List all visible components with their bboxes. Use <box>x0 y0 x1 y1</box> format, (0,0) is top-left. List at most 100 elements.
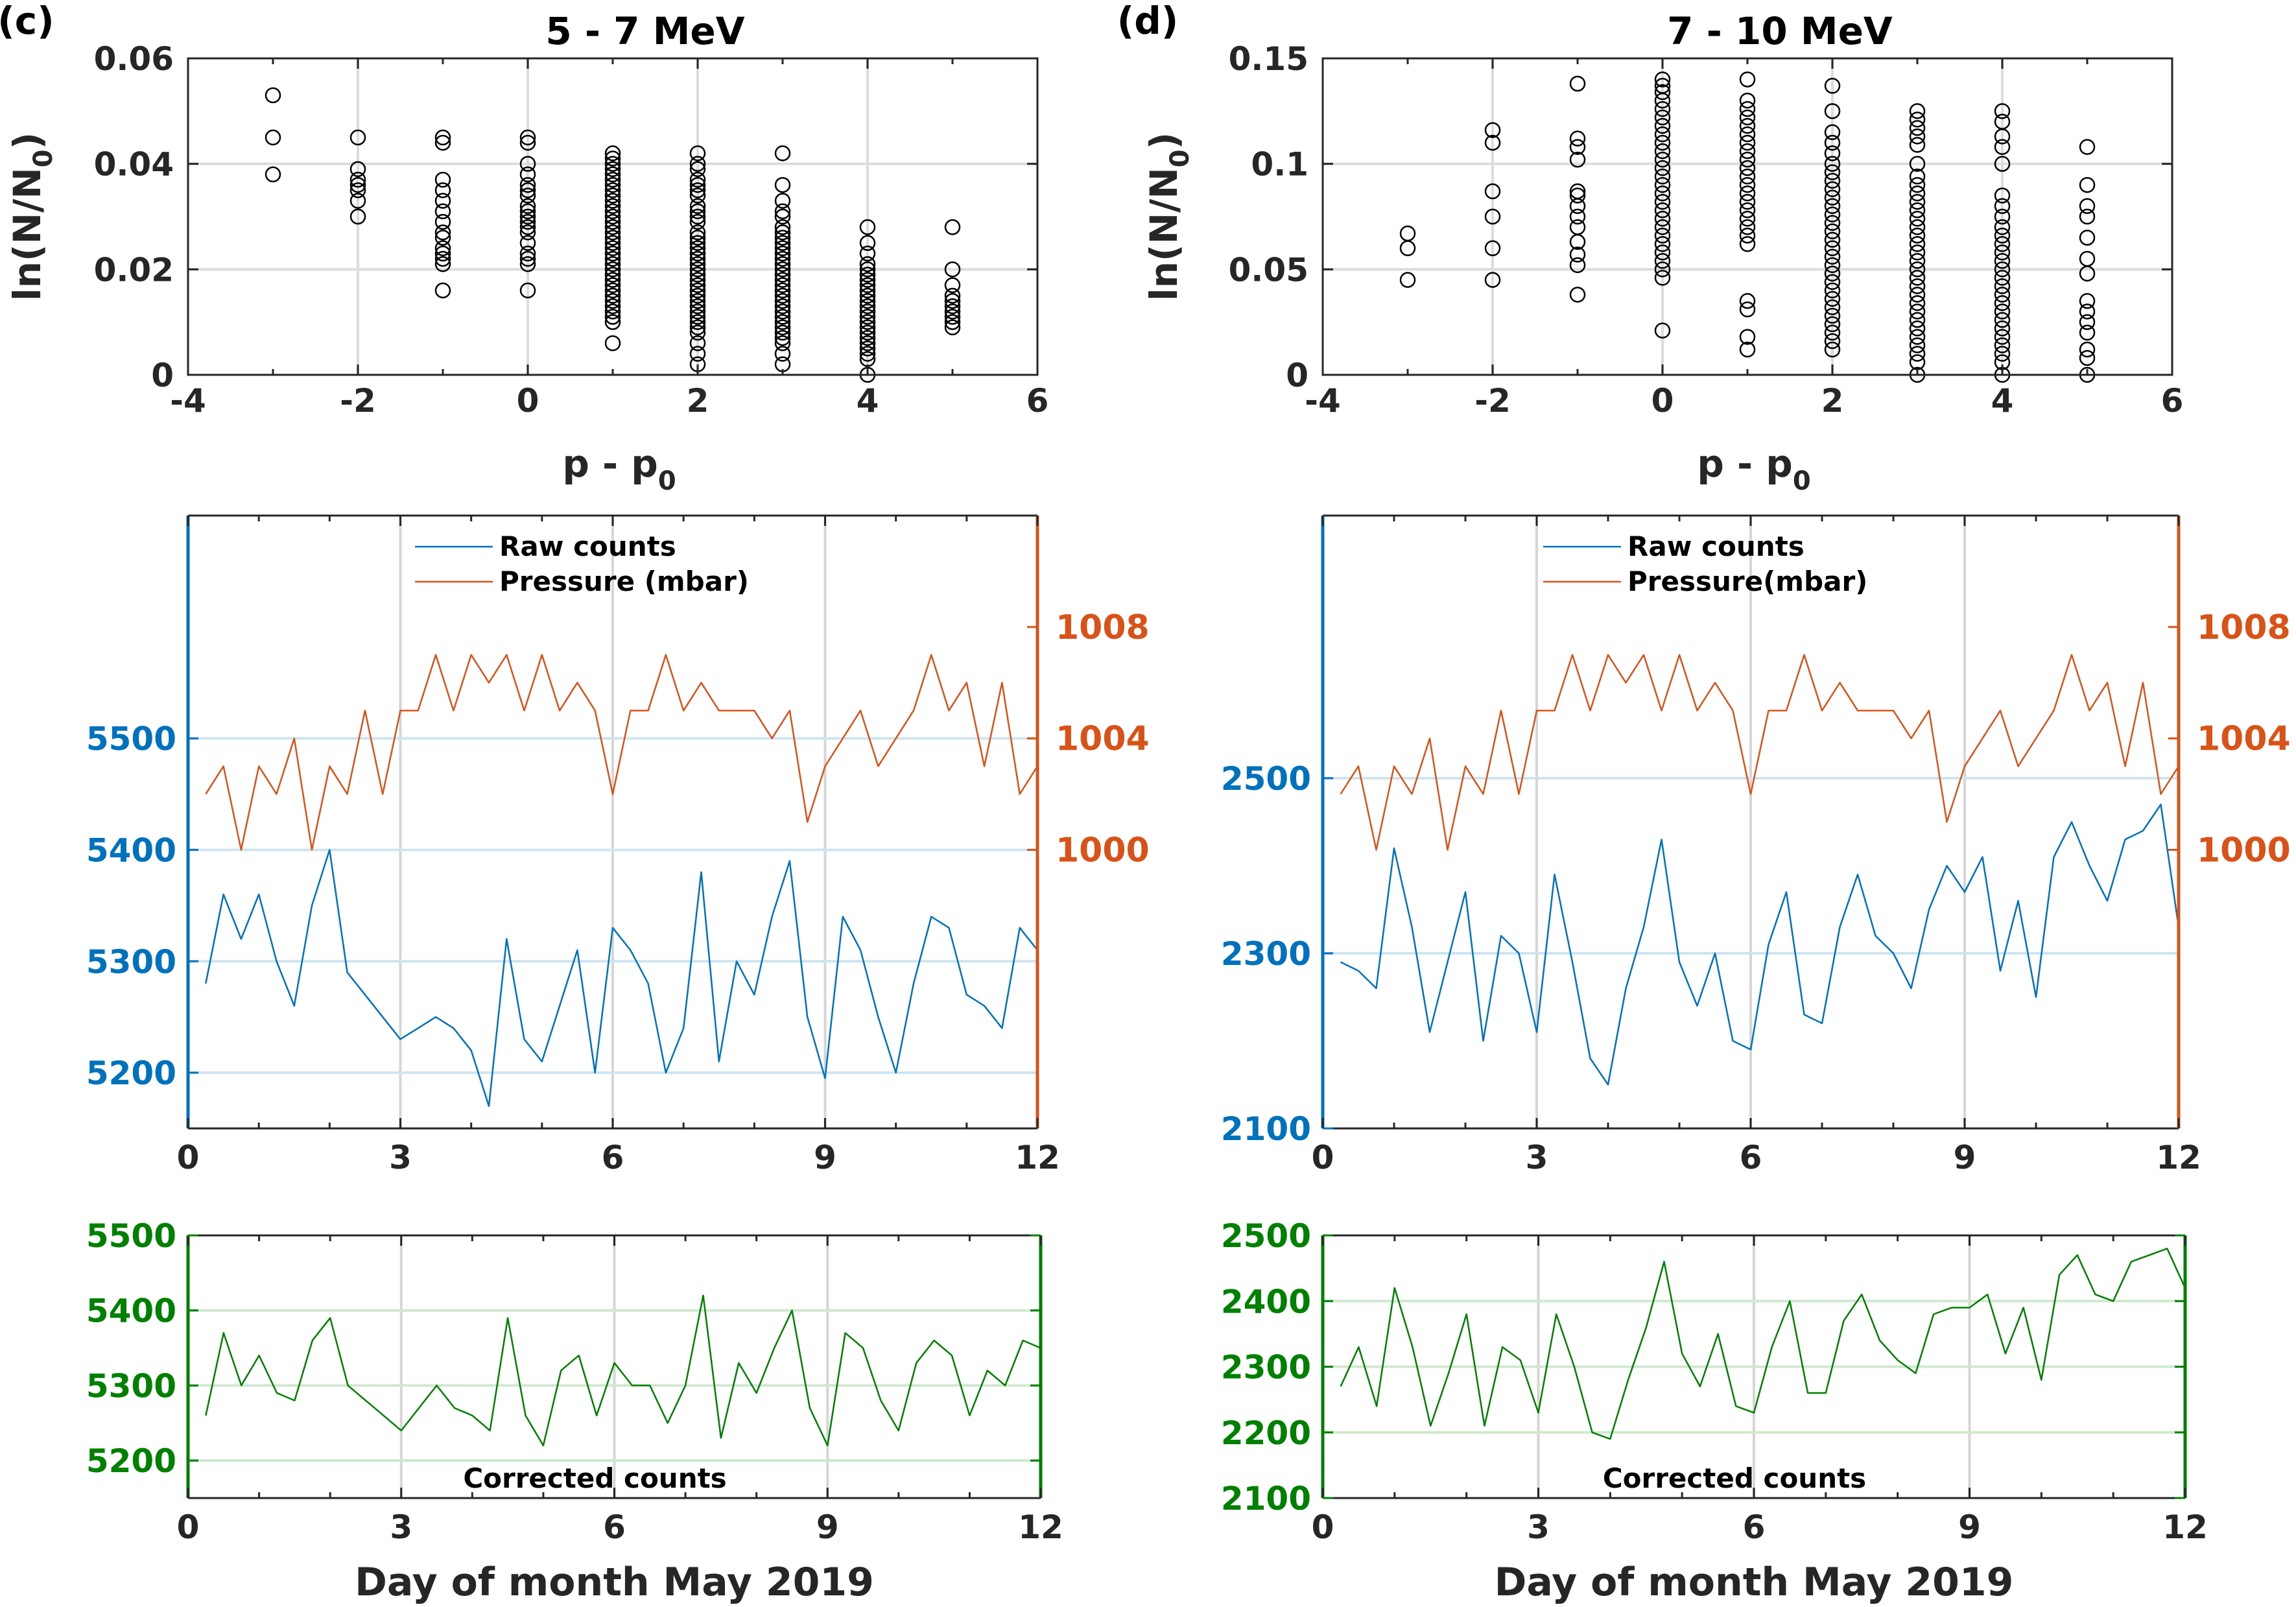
scatter-point <box>689 256 706 272</box>
scatter-point <box>1654 236 1671 252</box>
scatter-point <box>1994 304 2011 320</box>
scatter-point <box>689 182 706 198</box>
scatter-point <box>519 235 536 251</box>
scatter-point <box>434 182 451 198</box>
scatter-point <box>519 156 536 172</box>
scatter-point <box>1654 160 1671 176</box>
scatter-point <box>774 292 791 309</box>
scatter-point <box>689 282 706 299</box>
left-y-tick-label: 2100 <box>1221 1110 1311 1148</box>
scatter-point <box>1994 236 2011 252</box>
scatter-point <box>859 319 876 336</box>
scatter-point <box>519 282 536 299</box>
scatter-point <box>859 261 876 278</box>
y-tick-label: 0.04 <box>94 146 174 184</box>
left-y-tick-label: 5500 <box>86 720 176 758</box>
y-tick-label: 0.15 <box>1229 40 1308 78</box>
x-tick-label: 12 <box>2162 1508 2208 1546</box>
scatter-point <box>1739 92 1756 109</box>
scatter-point <box>1654 176 1671 193</box>
x-tick-label: 4 <box>857 382 879 420</box>
scatter-point <box>1739 228 1756 244</box>
scatter-point <box>944 292 961 309</box>
scatter-point <box>1824 103 1841 119</box>
scatter-point <box>689 267 706 283</box>
y-axis-label-close: ) <box>5 132 49 150</box>
scatter-point <box>859 314 876 330</box>
scatter-point <box>604 203 621 220</box>
scatter-point <box>1994 329 2011 345</box>
x-axis-label: Day of month May 2019 <box>1495 1560 2014 1605</box>
scatter-point <box>1909 261 1926 278</box>
scatter-point <box>1909 128 1926 145</box>
scatter-point <box>774 319 791 336</box>
scatter-point <box>1824 156 1841 172</box>
x-tick-label: 12 <box>1018 1508 1063 1546</box>
scatter-point <box>1909 156 1926 172</box>
scatter-point <box>1569 246 1586 263</box>
scatter-point <box>604 145 621 161</box>
scatter-point <box>1824 198 1841 214</box>
scatter-point <box>859 346 876 362</box>
scatter-point <box>434 134 451 151</box>
scatter-point <box>604 182 621 198</box>
scatter-point <box>1399 272 1416 288</box>
y-tick-label: 0 <box>1286 357 1308 394</box>
x-tick-label: 6 <box>1743 1508 1766 1546</box>
scatter-point <box>774 219 791 235</box>
scatter-point <box>1739 193 1756 210</box>
left-y-tick-label: 5300 <box>86 1367 176 1405</box>
scatter-point <box>434 282 451 299</box>
x-tick-label: 0 <box>517 382 539 420</box>
scatter-point <box>774 346 791 362</box>
x-tick-label: 0 <box>177 1508 200 1546</box>
scatter-point <box>2079 324 2096 341</box>
scatter-point <box>1994 346 2011 362</box>
scatter-point <box>1824 333 1841 350</box>
scatter-point <box>604 193 621 209</box>
scatter-point <box>349 129 366 146</box>
scatter-point <box>774 203 791 220</box>
x-tick-label: 6 <box>2161 382 2184 420</box>
left-y-tick-label: 5400 <box>86 831 176 869</box>
scatter-point <box>1569 139 1586 155</box>
scatter-point <box>1569 187 1586 204</box>
scatter-point <box>604 292 621 309</box>
scatter-point <box>859 304 876 320</box>
series-line-pressure-mbar- <box>205 654 1039 851</box>
scatter-point <box>859 267 876 283</box>
scatter-point <box>434 250 451 267</box>
left-y-tick-label: 2500 <box>1221 760 1311 798</box>
scatter-point <box>859 298 876 315</box>
right-y-tick-label: 1004 <box>1056 720 1150 759</box>
scatter-point <box>604 224 621 241</box>
left-y-tick-label: 5200 <box>86 1054 176 1092</box>
scatter-point <box>1654 109 1671 126</box>
scatter-point <box>604 219 621 235</box>
scatter-point <box>859 277 876 293</box>
scatter-point <box>604 250 621 267</box>
x-axis-label: p - p0 <box>1697 442 1810 496</box>
x-tick-label: 0 <box>1312 1508 1334 1546</box>
scatter-point <box>1739 151 1756 168</box>
scatter-point <box>859 219 876 235</box>
scatter-point <box>2079 292 2096 309</box>
scatter-point <box>604 187 621 204</box>
scatter-point <box>689 335 706 351</box>
x-tick-label: 0 <box>1651 382 1674 420</box>
y-tick-label: 0.02 <box>94 251 174 289</box>
scatter-point <box>1909 211 1926 227</box>
scatter-point <box>689 213 706 230</box>
x-axis-label-subscript: 0 <box>658 466 676 496</box>
scatter-point <box>1909 137 1926 153</box>
axes-box <box>187 57 1039 376</box>
scatter-point <box>434 203 451 220</box>
scatter-point <box>1739 185 1756 202</box>
scatter-point <box>1739 292 1756 309</box>
scatter-point <box>944 261 961 278</box>
scatter-point <box>689 272 706 288</box>
y-tick-label: 0.05 <box>1229 251 1308 289</box>
scatter-point <box>1654 71 1671 88</box>
scatter-point <box>689 203 706 220</box>
